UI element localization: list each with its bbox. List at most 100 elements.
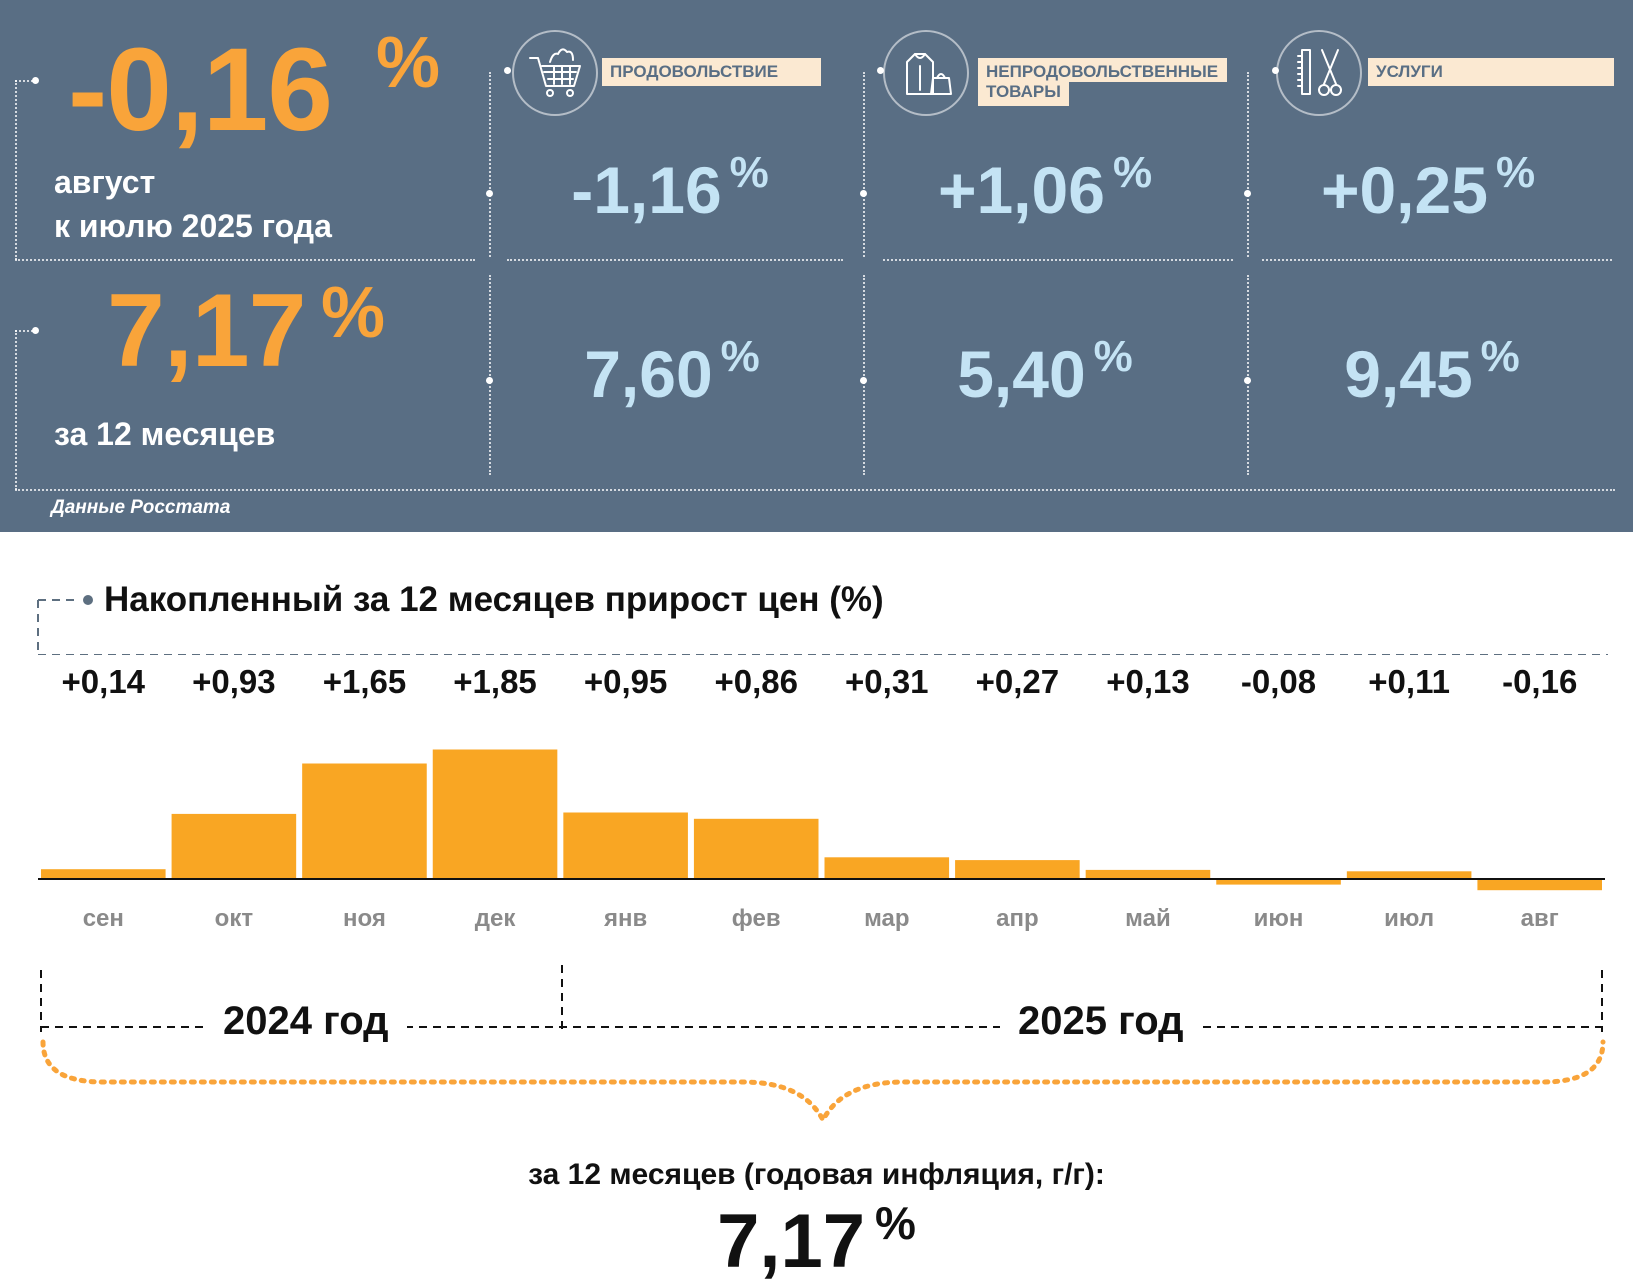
bar-мар	[824, 857, 950, 879]
value-label-окт: +0,93	[192, 663, 276, 700]
divider	[863, 72, 865, 257]
divider	[15, 489, 1615, 491]
marker-dot	[1272, 67, 1279, 74]
tick-label-май: май	[1125, 905, 1171, 932]
caption-line-1: август	[54, 164, 156, 200]
year-label-2024: 2024 год	[205, 999, 407, 1044]
marker-dot	[877, 67, 884, 74]
monthly-inflation-number: -0,16	[68, 24, 333, 156]
tick-label-авг: авг	[1521, 905, 1559, 932]
bar-апр	[955, 860, 1080, 879]
divider	[863, 275, 865, 475]
category-label-services: УСЛУГИ	[1368, 58, 1614, 86]
percent-sign: %	[729, 148, 769, 197]
category-nonfood-annual: 5,40%	[880, 332, 1210, 412]
marker-dot	[1244, 377, 1251, 384]
value-label-фев: +0,86	[714, 663, 798, 700]
value-label-сен: +0,14	[62, 663, 146, 700]
category-nonfood-monthly: +1,06%	[880, 148, 1210, 228]
value-number: 9,45	[1344, 337, 1473, 411]
category-label-food: ПРОДОВОЛЬСТВИЕ	[602, 58, 821, 86]
divider	[507, 259, 843, 261]
percent-sign: %	[1112, 148, 1153, 197]
divider	[15, 259, 475, 261]
tick-label-янв: янв	[603, 905, 647, 932]
value-label-июл: +0,11	[1368, 663, 1450, 700]
bar-авг	[1477, 879, 1602, 891]
tick-label-мар: мар	[864, 905, 909, 932]
percent-sign: %	[875, 1197, 916, 1249]
percent-sign: %	[1480, 332, 1520, 381]
divider	[15, 80, 17, 260]
category-food-monthly: -1,16%	[505, 148, 835, 228]
value-label-июн: -0,08	[1241, 663, 1316, 700]
tick-label-сен: сен	[83, 905, 124, 932]
category-icon-nonfood	[883, 30, 969, 116]
marker-dot	[1244, 190, 1251, 197]
tick-label-ноя: ноя	[343, 905, 386, 932]
category-label-nonfood: НЕПРОДОВОЛЬСТВЕННЫЕ ТОВАРЫ	[978, 58, 1227, 106]
divider	[15, 330, 17, 490]
bar-дек	[432, 749, 558, 879]
value-label-апр: +0,27	[976, 663, 1060, 700]
value-number: 7,60	[584, 337, 713, 411]
value-label-дек: +1,85	[453, 663, 537, 700]
shopping-cart-icon	[529, 48, 581, 97]
source-note: Данные Росстата	[51, 497, 231, 518]
tick-label-фев: фев	[732, 905, 781, 932]
marker-dot	[860, 190, 867, 197]
value-number: +0,25	[1320, 153, 1488, 227]
value-label-май: +0,13	[1106, 663, 1190, 700]
value-label-авг: -0,16	[1502, 663, 1577, 700]
bar-chart: +0,14 сен +0,93 окт +1,65 ноя +1,85 дек +0,95 янв…	[38, 663, 1605, 932]
category-icon-services	[1276, 30, 1362, 116]
marker-dot	[860, 377, 867, 384]
divider	[15, 330, 33, 332]
value-number: +1,06	[937, 153, 1105, 227]
divider	[1247, 275, 1249, 475]
category-services-monthly: +0,25%	[1263, 148, 1593, 228]
percent-sign: %	[376, 23, 440, 103]
total-number: 7,17	[717, 1199, 865, 1284]
marker-dot	[486, 377, 493, 384]
divider	[489, 275, 491, 475]
bar-июл	[1346, 871, 1472, 879]
summary-panel: -0,16% август к июлю 2025 года 7,17% за …	[0, 0, 1633, 532]
year-label-2025: 2025 год	[1000, 999, 1202, 1044]
annual-inflation-total: 7,17%	[0, 1197, 1633, 1285]
divider	[1262, 259, 1612, 261]
bar-ноя	[302, 763, 427, 879]
label-line-2: ТОВАРЫ	[978, 82, 1069, 106]
divider	[883, 259, 1233, 261]
annual-inflation-number: 7,17	[107, 273, 306, 389]
category-icon-food	[512, 30, 598, 116]
divider	[1247, 72, 1249, 257]
comb-scissors-icon	[1297, 49, 1342, 96]
category-services-annual: 9,45%	[1267, 332, 1597, 412]
bar-окт	[171, 813, 297, 879]
marker-dot	[32, 77, 39, 84]
annual-inflation-caption: за 12 месяцев	[54, 416, 276, 452]
tick-label-дек: дек	[475, 905, 517, 932]
percent-sign: %	[720, 332, 760, 381]
annual-inflation-caption: за 12 месяцев (годовая инфляция, г/г):	[528, 1158, 1105, 1191]
value-number: 5,40	[957, 337, 1086, 411]
value-number: -1,16	[571, 153, 722, 227]
bar-июн	[1216, 879, 1341, 885]
chart-title: Накопленный за 12 месяцев прирост цен (%…	[104, 580, 884, 619]
annual-inflation-value: 7,17%	[107, 272, 385, 391]
value-label-мар: +0,31	[845, 663, 929, 700]
category-food-annual: 7,60%	[507, 332, 837, 412]
tick-label-июл: июл	[1384, 905, 1434, 932]
clothes-bag-icon	[906, 53, 952, 95]
divider	[15, 80, 33, 82]
bar-сен	[41, 869, 166, 879]
tick-label-июн: июн	[1254, 905, 1304, 932]
value-label-ноя: +1,65	[323, 663, 407, 700]
year-brackets	[40, 965, 1606, 1126]
bar-янв	[563, 812, 688, 879]
monthly-inflation-value: -0,16%	[68, 22, 440, 158]
bar-фев	[693, 818, 819, 879]
marker-dot	[486, 190, 493, 197]
marker-dot	[504, 67, 511, 74]
